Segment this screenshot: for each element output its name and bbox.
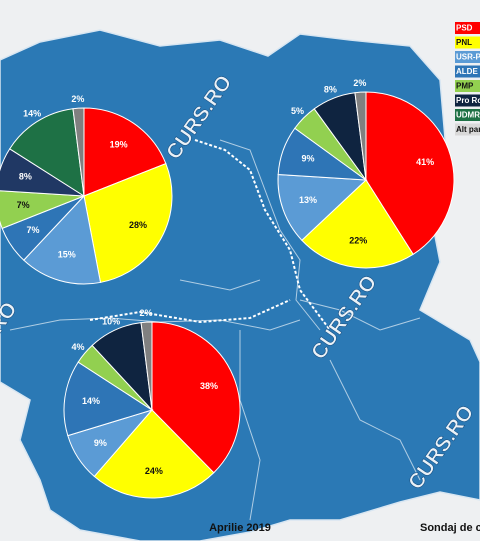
- legend-swatch: [455, 80, 480, 92]
- legend-label: ALDE: [456, 67, 478, 76]
- slice-label: 2%: [71, 94, 84, 104]
- slice-label: 24%: [145, 466, 163, 476]
- legend-swatch: [455, 22, 480, 34]
- legend-swatch: [455, 94, 480, 107]
- legend-label: PNL: [456, 38, 472, 47]
- pie-slice: [301, 179, 414, 269]
- slice-label: 7%: [17, 200, 30, 210]
- slice-label: 38%: [200, 381, 218, 391]
- pie-slice: [72, 107, 85, 197]
- slice-label: 2%: [139, 308, 152, 318]
- pies: 19% 28% 15% 7% 7% 8% 14% 2% 41% 22% 13% 9% 5% 8% 2% 38%…: [0, 78, 455, 499]
- slice-label: 10%: [102, 317, 120, 327]
- slice-label: 5%: [291, 106, 304, 116]
- pie-slice: [277, 173, 368, 241]
- slice-label: 14%: [82, 396, 100, 406]
- pie-slice: [63, 361, 154, 437]
- region-borders: [89, 139, 331, 331]
- pie-slice: [140, 321, 153, 411]
- slice-label: 15%: [58, 250, 76, 260]
- slice-label: 8%: [324, 84, 337, 94]
- footer-date: Aprilie 2019: [209, 522, 271, 534]
- slice-label: 2%: [353, 78, 366, 88]
- slice-label: 19%: [110, 139, 128, 149]
- pie-slice: [0, 190, 85, 230]
- legend-label: UDMR: [456, 111, 480, 120]
- legend-swatch: [455, 123, 480, 136]
- slice-label: 41%: [416, 157, 434, 167]
- legend-swatch: [455, 65, 480, 78]
- slice-label: 14%: [23, 109, 41, 119]
- legend-swatch: [455, 36, 480, 49]
- pie-slice: [23, 194, 102, 285]
- legend: PSD PNL USR-P ALDE PMP Pro Ro UDMR Alt par: [455, 22, 480, 136]
- legend-label: Pro Ro: [456, 96, 480, 105]
- legend-label: Alt par: [456, 125, 480, 134]
- slice-label: 22%: [349, 235, 367, 245]
- slice-label: 28%: [129, 220, 147, 230]
- pie-slice: [93, 409, 215, 499]
- slice-label: 8%: [19, 171, 32, 181]
- legend-swatch: [455, 51, 480, 63]
- legend-swatch: [455, 109, 480, 121]
- pie-slice: [83, 162, 173, 284]
- pie-slice: [9, 108, 85, 197]
- slice-label: 4%: [71, 342, 84, 352]
- slice-label: 9%: [302, 154, 315, 164]
- legend-label: PMP: [456, 82, 474, 91]
- slice-label: 7%: [27, 225, 40, 235]
- legend-label: USR-P: [456, 53, 480, 62]
- county-borders: [9, 139, 421, 521]
- pie-slice: [83, 107, 167, 197]
- slice-label: 13%: [299, 195, 317, 205]
- footer-source: Sondaj de c: [420, 522, 480, 534]
- legend-label: PSD: [456, 24, 473, 33]
- pie-slice: [354, 91, 367, 181]
- slice-label: 9%: [94, 438, 107, 448]
- pie-slice: [151, 321, 241, 474]
